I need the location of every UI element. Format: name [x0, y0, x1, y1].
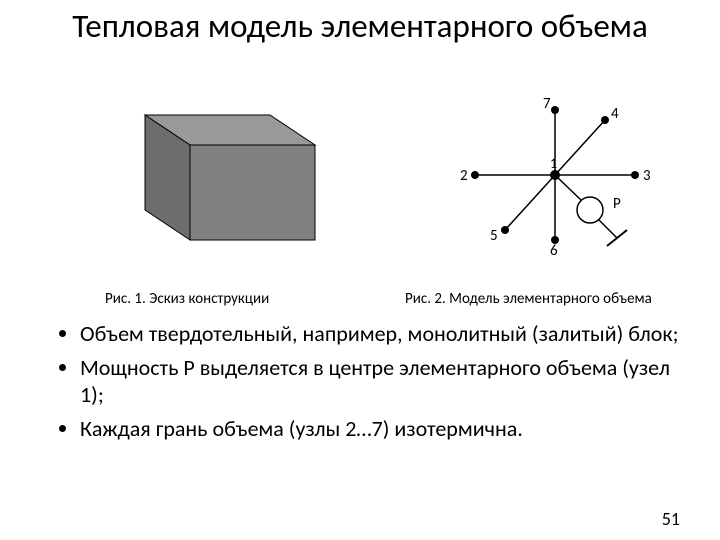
node-edge	[505, 175, 555, 230]
p-ground-bar	[607, 230, 627, 246]
node-label-4: 4	[611, 105, 619, 123]
fig1-cube	[95, 90, 365, 260]
node-label-5: 5	[490, 227, 498, 245]
bullet-item: Объем твердотельный, например, монолитны…	[80, 320, 680, 348]
figures-row: 2 3 4 5 6 7 1 P	[0, 90, 720, 300]
bullet-item: Мощность Р выделяется в центре элементар…	[80, 354, 680, 409]
page-number: 51	[662, 508, 680, 530]
node-edge	[555, 120, 605, 175]
node-label-2: 2	[460, 167, 468, 185]
bullet-list: Объем твердотельный, например, монолитны…	[55, 320, 680, 448]
node-label-6: 6	[550, 242, 558, 260]
cube-front-face	[190, 145, 315, 240]
node-3	[631, 171, 639, 179]
node-4	[601, 116, 609, 124]
p-source-circle	[577, 197, 603, 223]
node-2	[471, 171, 479, 179]
fig2-node-diagram: 2 3 4 5 6 7 1 P	[415, 90, 685, 270]
fig1-caption: Рис. 1. Эскиз конструкции	[105, 290, 269, 308]
p-lead-2	[599, 220, 617, 238]
slide-title: Тепловая модель элементарного объема	[0, 8, 720, 44]
p-label: P	[613, 195, 621, 213]
node-label-3: 3	[643, 167, 651, 185]
p-lead-1	[555, 175, 581, 200]
fig2-caption: Рис. 2. Модель элементарного объема	[405, 290, 652, 308]
node-label-1: 1	[550, 155, 557, 172]
node-5	[501, 226, 509, 234]
bullet-item: Каждая грань объема (узлы 2…7) изотермич…	[80, 415, 680, 443]
node-label-7: 7	[543, 95, 551, 113]
node-7	[551, 106, 559, 114]
